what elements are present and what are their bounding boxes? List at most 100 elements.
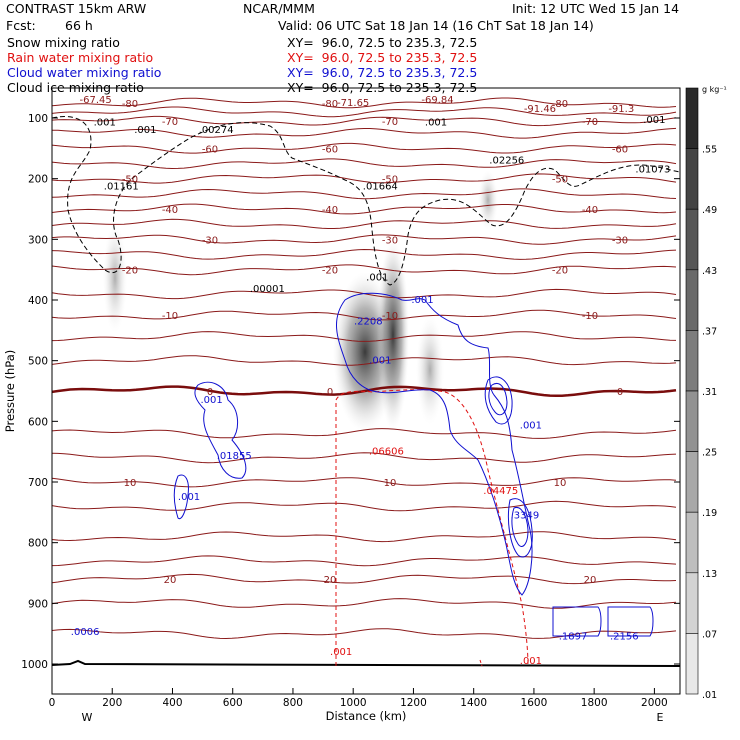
contour-annotation: .02256	[489, 156, 524, 167]
x-tick-label: 600	[223, 697, 243, 709]
y-tick-label: 500	[28, 356, 48, 368]
forecast-label: Fcst:	[6, 18, 36, 33]
contour-annotation: .01073	[635, 165, 670, 176]
contour-annotation: .001	[369, 356, 391, 367]
isotherm-line	[52, 331, 677, 342]
isotherm-label: -40	[322, 205, 338, 216]
isotherm-line	[52, 355, 677, 366]
colorbar-swatch	[685, 208, 699, 271]
field-cloudwater-xy: XY= 96.0, 72.5 to 235.3, 72.5	[287, 65, 478, 80]
contour-annotation: .001	[520, 656, 542, 667]
contour-annotation: .00274	[199, 125, 234, 136]
isotherm-label: -30	[382, 235, 398, 246]
colorbar-label: .01	[702, 690, 717, 701]
y-tick-label: 400	[28, 295, 48, 307]
colorbar-swatch	[685, 269, 699, 331]
isotherm-label: -40	[162, 205, 178, 216]
isotherm-line	[52, 188, 677, 200]
colorbar-label: .49	[702, 205, 717, 216]
isotherm-label: -60	[202, 144, 218, 155]
contour-annotation: .001	[201, 395, 223, 406]
isotherm-label: -60	[612, 144, 628, 155]
cloud-water-core-1	[484, 376, 513, 425]
isotherm-label: 20	[164, 575, 177, 586]
colorbar-label: .13	[702, 569, 717, 580]
y-axis-label: Pressure (hPa)	[3, 350, 17, 433]
rain-water-contours	[335, 389, 529, 667]
isotherm-label: -10	[162, 311, 178, 322]
contour-annotation: .001	[94, 117, 116, 128]
isotherm-label: -80	[322, 99, 338, 110]
y-tick-label: 600	[28, 416, 48, 428]
contour-annotation: .001	[178, 492, 200, 503]
isotherm-line	[52, 309, 677, 321]
x-tick-label: 1200	[400, 697, 427, 709]
isotherm-label: -30	[612, 235, 628, 246]
isotherm-line	[52, 203, 677, 215]
cloud-water-core-2	[488, 383, 508, 416]
isotherm-line	[52, 106, 677, 118]
cloud-water-central	[336, 292, 533, 596]
colorbar-swatch	[685, 390, 699, 452]
contour-annotation: .0006	[71, 627, 100, 638]
contour-annotation: .001	[520, 421, 542, 432]
colorbar-unit: g kg⁻¹	[702, 85, 727, 94]
isotherm-label: -20	[552, 266, 568, 277]
isotherm-label: -70	[162, 117, 178, 128]
contour-annotation: .001	[411, 295, 433, 306]
contour-annotation: .001	[425, 117, 447, 128]
contour-annotation: -91.46	[524, 104, 556, 115]
plot-frame	[51, 87, 681, 695]
isotherm-label: -10	[582, 311, 598, 322]
surface-line	[52, 659, 680, 667]
isotherm-label: 0	[617, 387, 623, 398]
isotherm-label: 10	[554, 478, 567, 489]
x-tick-label: 1600	[521, 697, 548, 709]
cloud-ice-contour-west	[52, 116, 680, 286]
isotherm-line	[52, 234, 677, 245]
contour-annotation: .01855	[217, 451, 252, 462]
colorbar-swatch	[685, 511, 699, 574]
field-rain-name: Rain water mixing ratio	[7, 50, 154, 65]
rain-contour-small	[479, 659, 483, 667]
east-label: E	[657, 711, 664, 724]
x-tick-label: 2000	[641, 697, 668, 709]
contour-annotation: .001	[134, 125, 156, 136]
isotherm-label: -20	[322, 266, 338, 277]
isotherm-label: -10	[382, 311, 398, 322]
isotherm-label: -70	[582, 117, 598, 128]
colorbar-label: .07	[702, 629, 717, 640]
isotherm-line	[52, 158, 677, 170]
valid-time: Valid: 06 UTC Sat 18 Jan 14 (16 ChT Sat …	[278, 18, 594, 33]
isotherm-label: -80	[552, 99, 568, 110]
isotherm-label: -40	[582, 205, 598, 216]
field-snow-name: Snow mixing ratio	[7, 35, 120, 50]
isotherm-label: -50	[382, 175, 398, 186]
y-tick-label: 800	[28, 538, 48, 550]
contour-annotation: -71.65	[337, 98, 369, 109]
y-tick-label: 300	[28, 234, 48, 246]
colorbar-swatch	[685, 330, 699, 392]
isotherm-line	[52, 127, 677, 139]
y-tick-label: 700	[28, 477, 48, 489]
x-tick-label: 200	[102, 697, 122, 709]
isotherm-label: 20	[584, 575, 597, 586]
org-label: NCAR/MMM	[243, 1, 315, 16]
cloud-water-east-2	[607, 606, 654, 637]
isotherm-line	[52, 428, 677, 439]
isotherm-label: -30	[202, 235, 218, 246]
field-rain-xy: XY= 96.0, 72.5 to 235.3, 72.5	[287, 50, 478, 65]
isotherm-label: 0	[327, 387, 333, 398]
cloud-water-contours	[173, 292, 654, 637]
x-tick-label: 800	[283, 697, 303, 709]
colorbar-label: .55	[702, 145, 717, 156]
colorbar-swatch	[685, 451, 699, 513]
colorbar-swatch	[685, 633, 699, 695]
x-tick-label: 400	[162, 697, 182, 709]
isotherm-line	[52, 173, 677, 184]
isotherm-label: -20	[122, 266, 138, 277]
isotherm-line	[52, 573, 677, 585]
y-tick-label: 1000	[21, 659, 48, 671]
colorbar-label: .37	[702, 326, 717, 337]
cloud-water-core-3	[507, 498, 533, 558]
